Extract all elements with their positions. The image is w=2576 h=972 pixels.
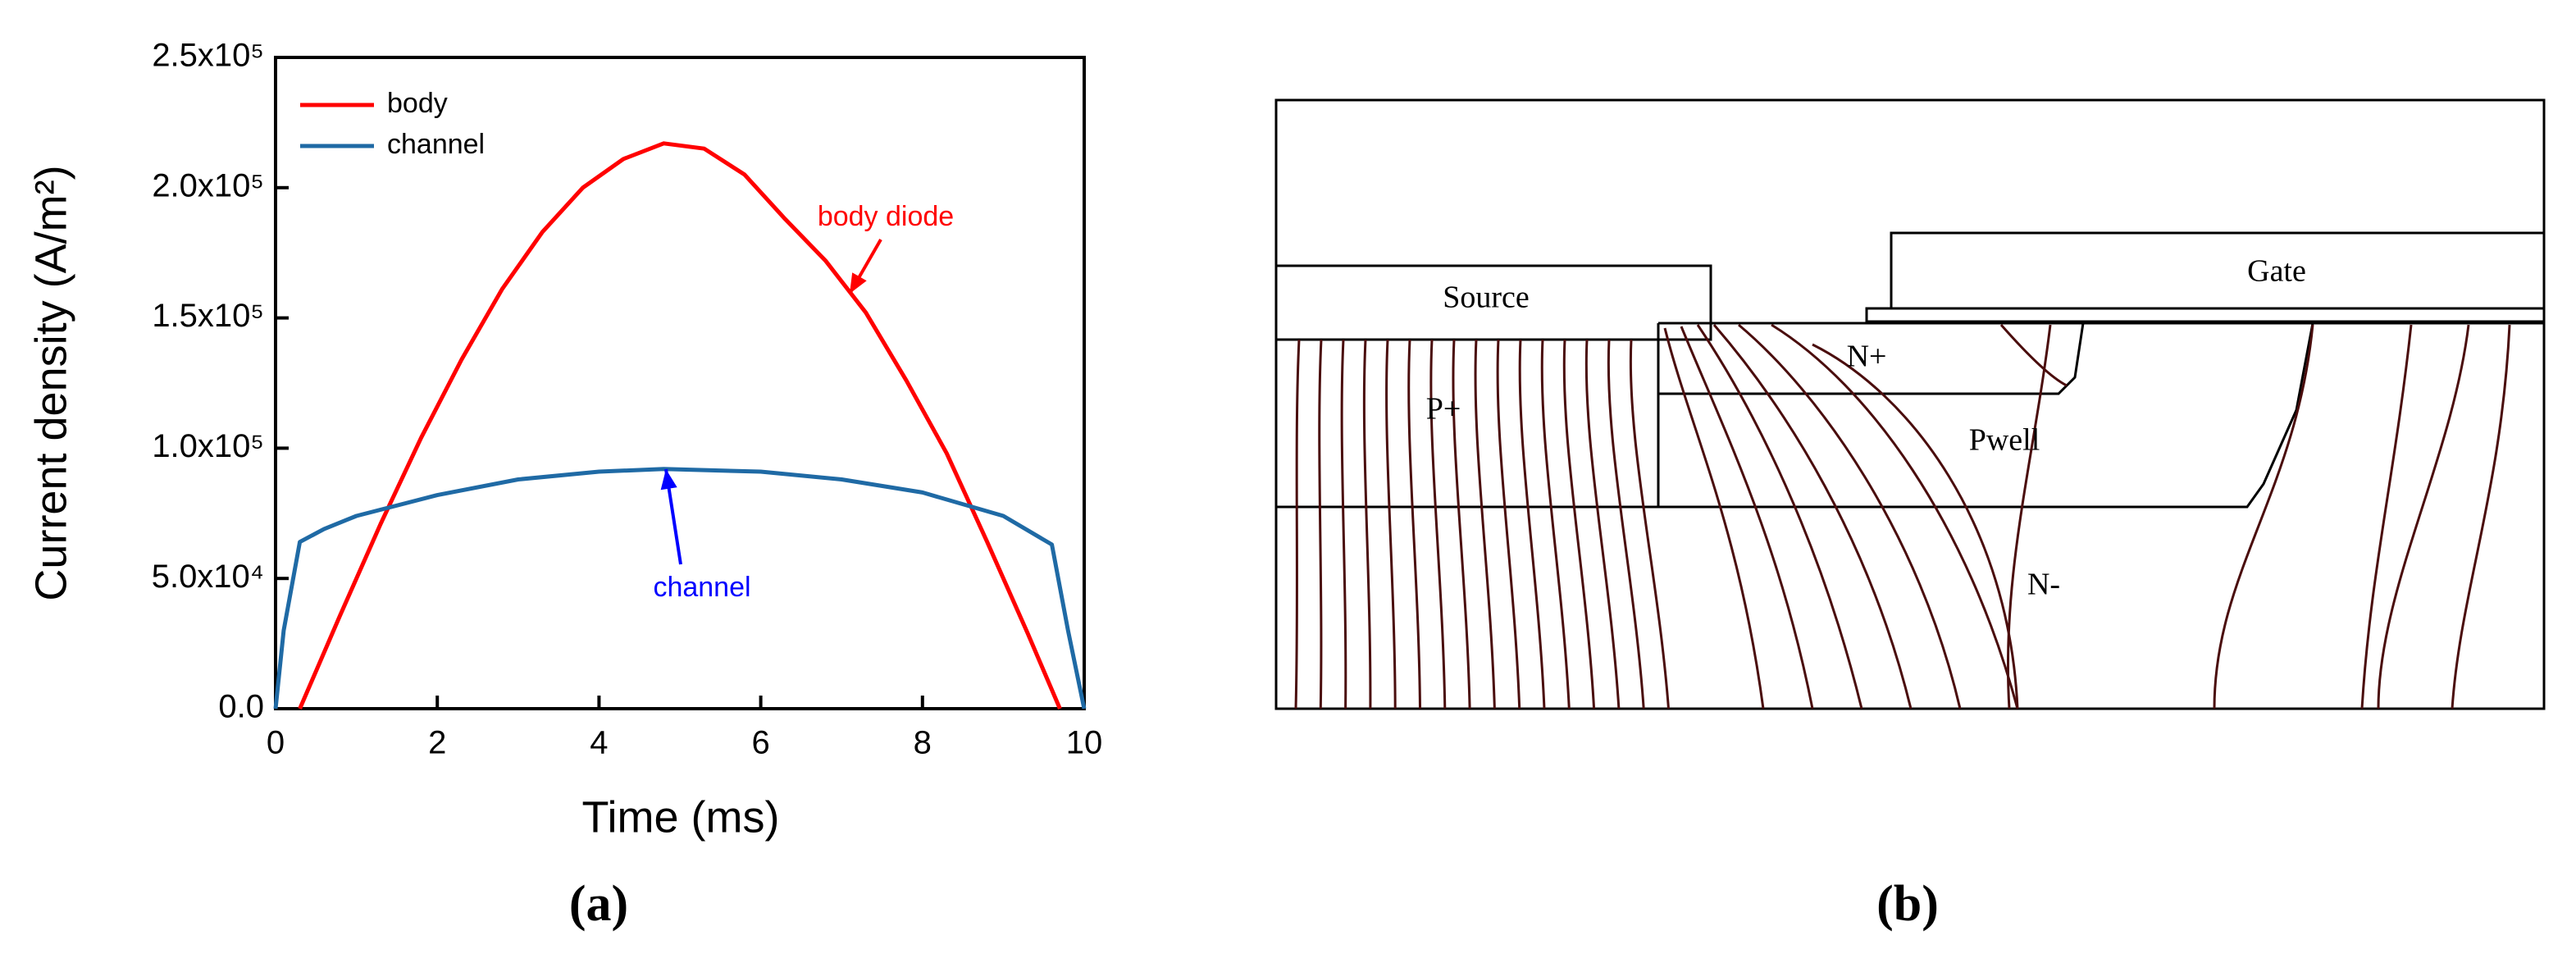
contour	[1540, 339, 1571, 710]
contour	[2377, 324, 2470, 710]
contour	[1362, 339, 1372, 710]
contour	[1680, 326, 1814, 710]
contour	[1452, 339, 1471, 710]
annotation: body diode	[818, 201, 954, 232]
contour	[1771, 323, 2019, 710]
y-tick-label: 0.0	[218, 689, 264, 725]
contour	[1738, 323, 1962, 710]
panel-label: (a)	[569, 876, 628, 932]
contour	[1518, 339, 1546, 710]
contour	[1318, 339, 1323, 710]
y-tick-label: 1.5x10⁵	[152, 298, 264, 334]
arrow-head	[850, 272, 867, 294]
series-line	[298, 141, 1062, 710]
plot-frame	[274, 56, 1086, 710]
annotation: channel	[653, 572, 750, 603]
region-label: N+	[1847, 340, 1887, 374]
contour	[1696, 324, 1863, 710]
region-label: N-	[2027, 568, 2060, 602]
gate-oxide	[1865, 307, 2546, 323]
contour	[1607, 339, 1645, 710]
contour	[1474, 339, 1496, 710]
x-tick-label: 2	[428, 725, 446, 761]
contour	[1496, 339, 1521, 710]
legend-label: channel	[387, 129, 485, 160]
x-tick-label: 4	[590, 725, 608, 761]
contour	[1562, 339, 1596, 710]
contour	[1294, 339, 1301, 710]
contour	[1999, 324, 2068, 387]
x-axis-label: Time (ms)	[582, 792, 780, 842]
y-tick-label: 1.0x10⁵	[152, 428, 264, 464]
contour	[2213, 324, 2314, 710]
diagram-b: Source Gate N+ P+ Pwell N- (b)	[1274, 98, 2546, 932]
y-tick-label: 2.5x10⁵	[152, 38, 264, 74]
contour	[2006, 324, 2052, 710]
x-tick-label: 0	[267, 725, 285, 761]
y-tick-label: 2.0x10⁵	[152, 167, 264, 203]
panel-label: (b)	[1876, 876, 1939, 932]
contour	[1429, 339, 1447, 710]
y-axis-label: Current density (A/m²)	[26, 165, 75, 600]
contour	[1385, 339, 1397, 710]
gate-electrode	[1890, 231, 2546, 310]
region-label: Gate	[2247, 254, 2306, 289]
x-tick-label: 10	[1066, 725, 1103, 761]
contour	[1663, 327, 1765, 710]
contour	[1407, 339, 1421, 710]
arrow-head	[660, 469, 677, 491]
contour	[2360, 324, 2413, 710]
x-tick-label: 8	[914, 725, 932, 761]
contour	[1584, 339, 1621, 710]
contour	[1629, 339, 1670, 710]
contour	[1340, 339, 1347, 710]
region-label: Pwell	[1969, 423, 2040, 458]
chart-a: Time (ms) Current density (A/m²) body di…	[26, 38, 1102, 933]
series-line	[273, 467, 1087, 710]
source-electrode	[1274, 264, 1712, 341]
contour	[1812, 343, 2019, 710]
contour-lines	[1294, 323, 2511, 710]
contour	[2451, 324, 2511, 710]
x-tick-label: 6	[751, 725, 769, 761]
contour	[1712, 324, 1913, 710]
y-tick-label: 5.0x10⁴	[152, 559, 264, 595]
region-label: Source	[1443, 281, 1530, 315]
pwell-region	[1657, 322, 2314, 509]
region-label: P+	[1426, 392, 1461, 427]
legend-label: body	[387, 88, 448, 119]
